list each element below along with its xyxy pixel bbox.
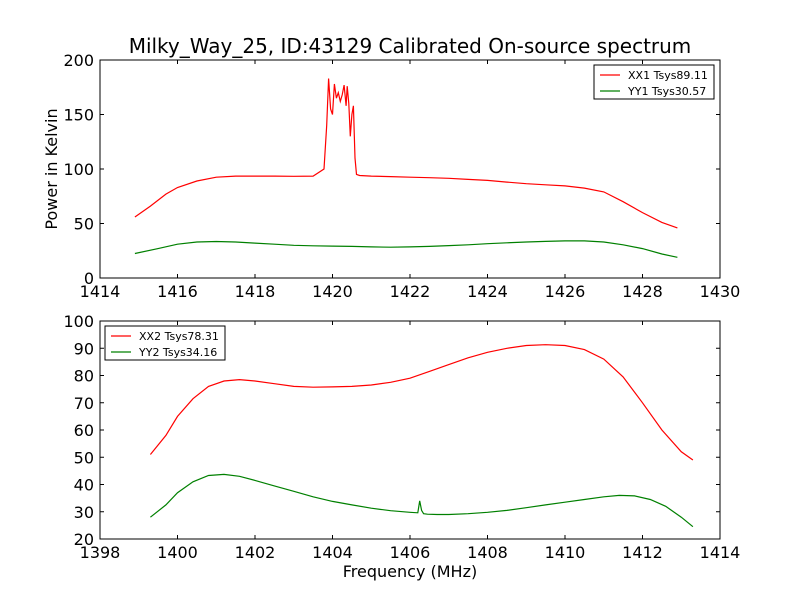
x-tick-label-0-6: 1426 xyxy=(545,282,586,301)
x-tick-label-1-7: 1412 xyxy=(622,543,663,562)
series-line-0-0 xyxy=(134,78,678,229)
x-tick-label-0-0: 1414 xyxy=(80,282,121,301)
x-tick-label-0-1: 1416 xyxy=(157,282,198,301)
legend-0 xyxy=(593,64,715,100)
x-tick-label-0-4: 1422 xyxy=(390,282,431,301)
legend-1 xyxy=(104,325,226,361)
y-tick-label-1-3: 50 xyxy=(74,448,94,467)
legend-label-0-1: YY1 Tsys30.57 xyxy=(627,85,706,98)
y-tick-label-1-2: 40 xyxy=(74,476,94,495)
legend-label-0-0: XX1 Tsys89.11 xyxy=(628,69,708,82)
x-tick-label-0-8: 1430 xyxy=(700,282,741,301)
legend-label-1-1: YY2 Tsys34.16 xyxy=(138,346,217,359)
y-tick-label-1-5: 70 xyxy=(74,394,94,413)
x-tick-label-1-6: 1410 xyxy=(545,543,586,562)
series-line-1-1 xyxy=(150,473,694,528)
x-tick-label-1-4: 1406 xyxy=(390,543,431,562)
x-tick-label-0-3: 1420 xyxy=(312,282,353,301)
x-tick-label-0-2: 1418 xyxy=(235,282,276,301)
top-y-axis-label: Power in Kelvin xyxy=(42,108,61,229)
y-tick-label-1-4: 60 xyxy=(74,421,94,440)
y-tick-label-0-1: 50 xyxy=(74,215,94,234)
top-axes: Power in Kelvin 1414 1416 1418 1420 1422 1424… xyxy=(42,51,740,301)
y-tick-label-1-0: 20 xyxy=(74,530,94,549)
x-tick-label-1-0: 1398 xyxy=(80,543,121,562)
y-tick-label-1-1: 30 xyxy=(74,503,94,522)
y-tick-label-1-7: 90 xyxy=(74,339,94,358)
x-tick-label-0-5: 1424 xyxy=(467,282,508,301)
y-tick-label-1-8: 100 xyxy=(63,312,94,331)
y-tick-label-0-3: 150 xyxy=(63,106,94,125)
bottom-axes: Frequency (MHz) 1398 1400 1402 1404 1406 1408… xyxy=(63,312,740,581)
y-tick-label-0-0: 0 xyxy=(84,269,94,288)
y-tick-label-1-6: 80 xyxy=(74,367,94,386)
x-tick-label-1-8: 1414 xyxy=(700,543,741,562)
x-tick-label-1-5: 1408 xyxy=(467,543,508,562)
y-tick-label-0-4: 200 xyxy=(63,51,94,70)
y-tick-label-0-2: 100 xyxy=(63,160,94,179)
x-tick-label-0-7: 1428 xyxy=(622,282,663,301)
x-tick-label-1-1: 1400 xyxy=(157,543,198,562)
series-line-0-1 xyxy=(134,240,678,258)
chart-title: Milky_Way_25, ID:43129 Calibrated On-sou… xyxy=(129,34,692,58)
legend-label-1-0: XX2 Tsys78.31 xyxy=(139,330,219,343)
bottom-x-axis-label: Frequency (MHz) xyxy=(343,562,477,581)
series-line-1-0 xyxy=(149,344,694,461)
x-tick-label-1-3: 1404 xyxy=(312,543,353,562)
x-tick-label-1-2: 1402 xyxy=(235,543,276,562)
